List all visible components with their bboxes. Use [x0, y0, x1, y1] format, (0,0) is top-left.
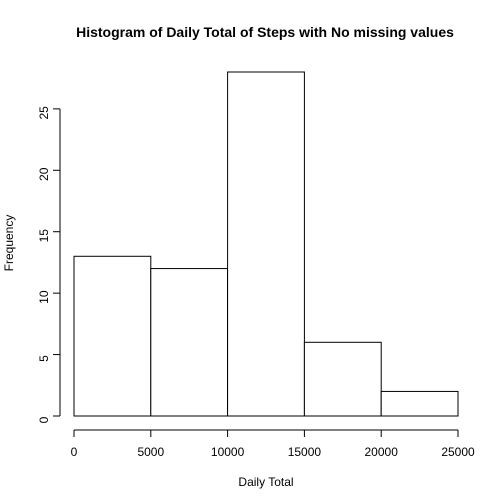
x-tick-label: 5000 [137, 445, 164, 459]
y-tick-label: 20 [37, 167, 51, 181]
y-axis: 0 5 10 15 20 25 [37, 106, 61, 423]
y-tick-label: 15 [37, 229, 51, 243]
histogram-bar [73, 255, 152, 417]
x-tick-label: 25000 [441, 445, 475, 459]
x-axis: 0 5000 10000 15000 20000 25000 [71, 429, 475, 459]
x-tick-label: 15000 [288, 445, 322, 459]
chart-title: Histogram of Daily Total of Steps with N… [76, 24, 454, 40]
x-tick-label: 20000 [365, 445, 399, 459]
y-tick-label: 10 [37, 290, 51, 304]
histogram-bar [227, 71, 305, 417]
histogram-bar [150, 268, 229, 417]
y-tick-label: 0 [37, 416, 51, 423]
x-tick-label: 0 [71, 445, 78, 459]
histogram-bar [303, 341, 382, 417]
y-tick-label: 25 [37, 106, 51, 120]
y-axis-label: Frequency [2, 215, 16, 272]
histogram-bar [380, 390, 459, 417]
x-tick-label: 10000 [211, 445, 245, 459]
x-axis-label: Daily Total [238, 475, 293, 489]
histogram-bars [73, 71, 459, 417]
y-tick-label: 5 [37, 355, 51, 362]
